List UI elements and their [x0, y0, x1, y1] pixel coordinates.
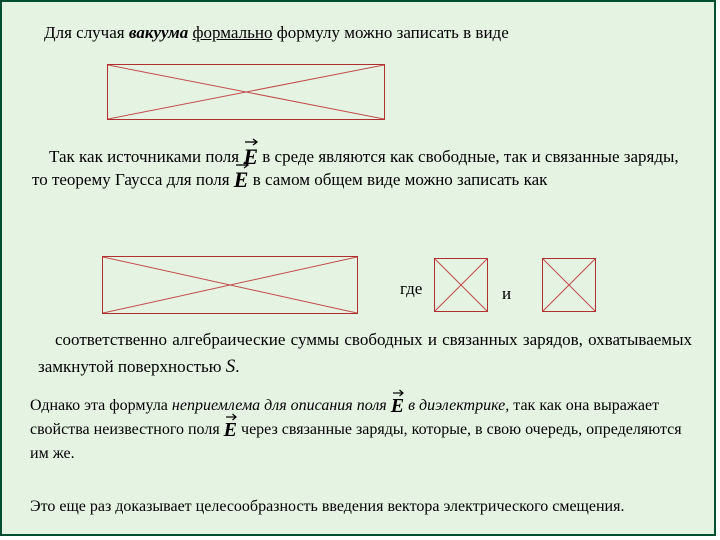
text-bold-italic: вакуума [129, 23, 188, 42]
text: соответственно алгебраические суммы своб… [38, 330, 692, 376]
slide-container: Для случая вакуума формально формулу мож… [0, 0, 716, 536]
paragraph-vacuum-intro: Для случая вакуума формально формулу мож… [44, 22, 684, 45]
text: Так как источниками поля [32, 147, 243, 166]
text-where: где [400, 279, 422, 299]
paragraph-gauss-theorem: Так как источниками поля E в среде являю… [32, 146, 692, 192]
paragraph-charge-sums: соответственно алгебраические суммы своб… [38, 328, 692, 380]
formula-placeholder-4 [542, 258, 596, 312]
text: Для случая [44, 23, 129, 42]
text: . [235, 357, 239, 376]
text: формулу можно записать в виде [272, 23, 508, 42]
text: Однако эта формула [30, 397, 172, 414]
paragraph-displacement-conclusion: Это еще раз доказывает целесообразность … [30, 498, 700, 516]
formula-placeholder-3 [434, 258, 488, 312]
text-and: и [502, 284, 511, 304]
text-italic: неприемлема для описания поля [172, 397, 391, 414]
text-italic: в диэлектрике, [404, 397, 509, 414]
text: в самом общем виде можно записать как [248, 170, 547, 189]
surface-S-symbol: S [226, 356, 236, 377]
paragraph-inapplicable: Однако эта формула неприемлема для описа… [30, 394, 696, 466]
text-underlined: формально [193, 23, 273, 42]
formula-placeholder-1 [107, 64, 385, 120]
formula-placeholder-2 [102, 256, 358, 314]
